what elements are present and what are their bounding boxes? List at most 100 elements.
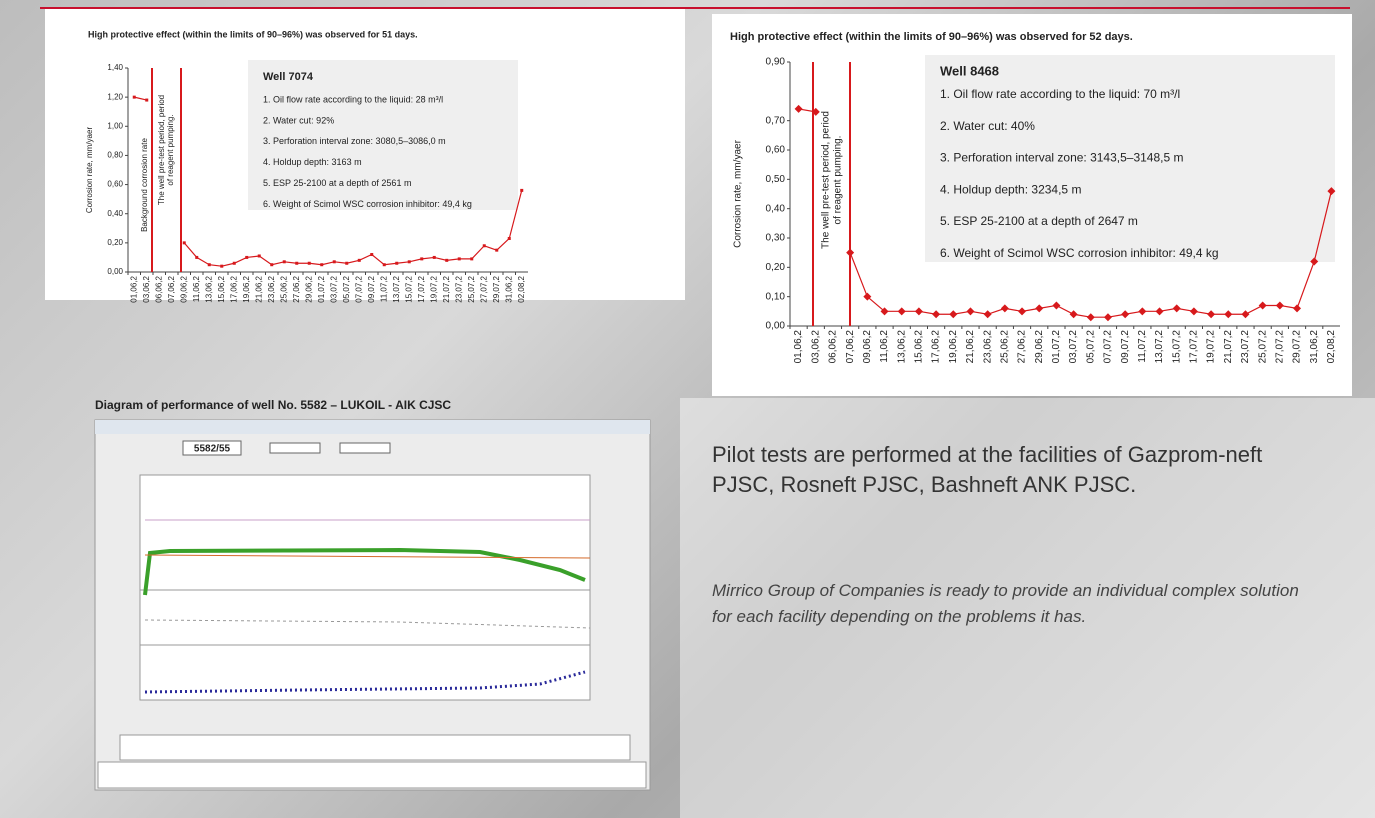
y-axis-label: Corrosion rate, mm/yaer xyxy=(85,127,94,214)
x-tick-label: 23,07,2 xyxy=(1240,330,1251,364)
y-tick-label: 0,00 xyxy=(107,267,123,276)
data-point xyxy=(307,261,311,265)
x-tick-label: 01,07,2 xyxy=(317,275,326,302)
x-tick-label: 03,07,2 xyxy=(1068,330,1079,364)
info-box xyxy=(248,60,518,210)
y-tick-label: 0,40 xyxy=(107,209,123,218)
y-tick-label: 0,40 xyxy=(766,203,786,214)
annotation: The well pre-test period, period xyxy=(157,95,166,205)
data-point xyxy=(357,258,361,262)
x-tick-label: 07,06,2 xyxy=(167,275,176,302)
x-tick-label: 01,06,2 xyxy=(793,330,804,364)
x-tick-label: 09,06,2 xyxy=(179,275,188,302)
y-tick-label: 0,20 xyxy=(107,238,123,247)
info-box-line: 4. Holdup depth: 3234,5 m xyxy=(940,182,1081,196)
x-tick-label: 19,06,2 xyxy=(242,275,251,302)
trace xyxy=(143,547,586,596)
info-box-line: 3. Perforation interval zone: 3080,5–308… xyxy=(263,136,446,146)
x-tick-label: 07,07,2 xyxy=(1103,330,1114,364)
data-point xyxy=(1069,310,1078,319)
data-point xyxy=(880,307,889,316)
data-point xyxy=(382,263,386,267)
trace xyxy=(144,554,591,559)
x-tick-label: 07,07,2 xyxy=(354,275,363,302)
x-tick-label: 02,08,2 xyxy=(517,275,526,302)
x-tick-label: 29,07,2 xyxy=(492,275,501,302)
window-label: 5582/55 xyxy=(194,444,231,455)
data-point xyxy=(1155,307,1164,316)
data-point xyxy=(320,263,324,267)
data-point xyxy=(1052,301,1061,310)
legend-area xyxy=(119,734,631,761)
window-field xyxy=(339,442,391,454)
data-point xyxy=(332,260,336,264)
x-tick-label: 15,06,2 xyxy=(914,330,925,364)
data-point xyxy=(345,261,349,265)
info-box xyxy=(925,55,1335,262)
y-tick-label: 0,20 xyxy=(766,262,786,273)
x-tick-label: 21,07,2 xyxy=(1223,330,1234,364)
info-box-title: Well 7074 xyxy=(263,71,314,83)
x-tick-label: 15,07,2 xyxy=(404,275,413,302)
data-point xyxy=(420,257,424,261)
x-tick-label: 03,06,2 xyxy=(142,275,151,302)
data-point xyxy=(207,263,211,267)
x-tick-label: 03,07,2 xyxy=(329,275,338,302)
x-tick-label: 17,07,2 xyxy=(417,275,426,302)
data-point xyxy=(794,104,803,113)
x-tick-label: 31,06,2 xyxy=(504,275,513,302)
x-tick-label: 17,06,2 xyxy=(931,330,942,364)
x-tick-label: 13,06,2 xyxy=(204,275,213,302)
text-panel xyxy=(680,398,1375,818)
x-tick-label: 31,06,2 xyxy=(1309,330,1320,364)
info-box-line: 2. Water cut: 92% xyxy=(263,115,334,125)
data-point xyxy=(1172,304,1181,313)
data-point xyxy=(295,261,299,265)
chart-title: High protective effect (within the limit… xyxy=(88,29,418,39)
y-tick-label: 0,90 xyxy=(766,57,786,68)
data-point xyxy=(1258,301,1267,310)
x-tick-label: 29,06,2 xyxy=(1034,330,1045,364)
x-tick-label: 05,07,2 xyxy=(1085,330,1096,364)
x-tick-label: 15,07,2 xyxy=(1171,330,1182,364)
data-point xyxy=(1138,307,1147,316)
data-point xyxy=(470,257,474,261)
trace xyxy=(144,670,586,694)
data-point xyxy=(520,188,524,192)
data-point xyxy=(1327,187,1336,196)
x-tick-label: 21,06,2 xyxy=(965,330,976,364)
plot-area xyxy=(139,474,591,701)
x-tick-label: 29,06,2 xyxy=(304,275,313,302)
x-tick-label: 21,07,2 xyxy=(442,275,451,302)
x-tick-label: 25,07,2 xyxy=(467,275,476,302)
data-point xyxy=(1224,310,1233,319)
info-box-line: 1. Oil flow rate according to the liquid… xyxy=(940,87,1180,101)
info-box-line: 5. ESP 25-2100 at a depth of 2647 m xyxy=(940,214,1138,228)
window-field xyxy=(269,442,321,454)
x-tick-label: 13,07,2 xyxy=(392,275,401,302)
x-tick-label: 11,06,2 xyxy=(192,275,201,302)
x-tick-label: 02,08,2 xyxy=(1326,330,1337,364)
x-tick-label: 15,06,2 xyxy=(217,275,226,302)
annotation: The well pre-test period, period xyxy=(821,111,832,249)
x-tick-label: 27,07,2 xyxy=(1274,330,1285,364)
x-tick-label: 17,06,2 xyxy=(229,275,238,302)
data-point xyxy=(195,255,199,259)
data-point xyxy=(914,307,923,316)
x-tick-label: 01,06,2 xyxy=(129,275,138,302)
x-tick-label: 19,07,2 xyxy=(429,275,438,302)
annotation: of reagent pumping. xyxy=(833,136,844,225)
data-point xyxy=(245,255,249,259)
x-tick-label: 23,06,2 xyxy=(267,275,276,302)
y-tick-label: 0,30 xyxy=(766,233,786,244)
data-point xyxy=(1018,307,1027,316)
data-point xyxy=(1121,310,1130,319)
data-point xyxy=(1275,301,1284,310)
data-point xyxy=(432,255,436,259)
y-tick-label: 1,20 xyxy=(107,92,123,101)
data-point xyxy=(1103,313,1112,322)
x-tick-label: 27,06,2 xyxy=(1017,330,1028,364)
info-table xyxy=(97,761,647,789)
screenshot: 5582/55 xyxy=(94,419,651,791)
